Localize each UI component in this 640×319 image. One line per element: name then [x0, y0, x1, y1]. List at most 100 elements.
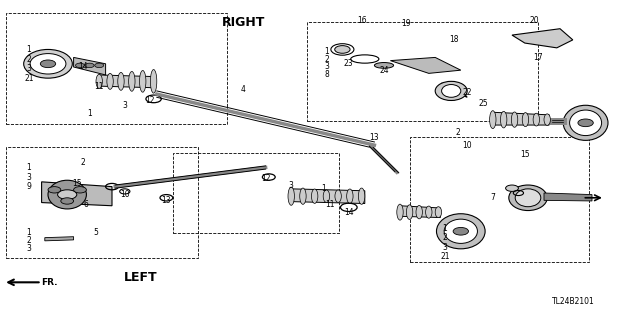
- Text: FR.: FR.: [42, 278, 58, 287]
- Bar: [410, 137, 589, 262]
- Ellipse shape: [515, 189, 541, 207]
- Text: 9: 9: [26, 182, 31, 191]
- Text: 3: 3: [26, 173, 31, 182]
- Circle shape: [61, 198, 74, 204]
- Text: 11: 11: [95, 82, 104, 91]
- Polygon shape: [493, 112, 549, 125]
- Polygon shape: [400, 206, 440, 218]
- Ellipse shape: [107, 73, 113, 89]
- Text: 17: 17: [532, 53, 543, 62]
- Ellipse shape: [129, 71, 135, 91]
- Text: 6: 6: [84, 200, 89, 209]
- Text: 1: 1: [442, 224, 447, 233]
- Polygon shape: [442, 83, 467, 97]
- Text: 2: 2: [455, 128, 460, 137]
- Text: 2: 2: [26, 236, 31, 245]
- Ellipse shape: [509, 185, 547, 211]
- Ellipse shape: [544, 114, 550, 125]
- Ellipse shape: [533, 113, 540, 126]
- Ellipse shape: [323, 190, 330, 203]
- Circle shape: [335, 46, 350, 53]
- Text: 2: 2: [442, 233, 447, 242]
- Text: 10: 10: [120, 190, 130, 199]
- Text: 22: 22: [463, 88, 472, 97]
- Text: 1: 1: [26, 45, 31, 54]
- Polygon shape: [512, 29, 573, 48]
- Text: 3: 3: [289, 181, 294, 189]
- Ellipse shape: [118, 72, 124, 90]
- Text: 14: 14: [344, 208, 354, 217]
- Bar: [307, 22, 538, 121]
- Text: 13: 13: [161, 197, 172, 205]
- Text: 3: 3: [122, 101, 127, 110]
- Ellipse shape: [435, 81, 467, 100]
- Bar: [6, 147, 198, 258]
- Ellipse shape: [30, 54, 66, 74]
- Ellipse shape: [500, 111, 507, 128]
- Ellipse shape: [140, 70, 146, 92]
- Text: 12: 12: [146, 96, 155, 105]
- Circle shape: [578, 119, 593, 127]
- Text: 21: 21: [440, 252, 449, 261]
- Text: 3: 3: [442, 243, 447, 252]
- Text: 14: 14: [78, 63, 88, 71]
- Ellipse shape: [490, 111, 496, 129]
- Circle shape: [74, 187, 86, 193]
- Polygon shape: [74, 57, 106, 75]
- Ellipse shape: [358, 188, 365, 204]
- Circle shape: [58, 190, 77, 199]
- Ellipse shape: [335, 190, 341, 203]
- Polygon shape: [291, 189, 365, 204]
- Text: 3: 3: [324, 63, 329, 71]
- Circle shape: [506, 185, 518, 191]
- Polygon shape: [45, 237, 74, 241]
- Text: 1: 1: [324, 47, 329, 56]
- Text: 3: 3: [26, 64, 31, 73]
- Text: 10: 10: [462, 141, 472, 150]
- Text: 7: 7: [490, 193, 495, 202]
- Text: 2: 2: [81, 158, 86, 167]
- Ellipse shape: [288, 187, 294, 205]
- Text: LEFT: LEFT: [124, 271, 157, 284]
- Circle shape: [453, 227, 468, 235]
- Text: 23: 23: [344, 59, 354, 68]
- Text: 1: 1: [26, 228, 31, 237]
- Bar: [173, 153, 339, 233]
- Polygon shape: [42, 182, 112, 206]
- Text: 19: 19: [401, 19, 412, 28]
- Text: 1: 1: [321, 184, 326, 193]
- Text: 21: 21: [24, 74, 33, 83]
- Ellipse shape: [444, 219, 477, 243]
- Ellipse shape: [24, 49, 72, 78]
- Text: 13: 13: [369, 133, 380, 142]
- Text: 11: 11: [325, 200, 334, 209]
- Ellipse shape: [570, 110, 602, 136]
- Ellipse shape: [374, 63, 394, 68]
- Text: 1: 1: [87, 109, 92, 118]
- Text: 2: 2: [26, 55, 31, 63]
- Ellipse shape: [397, 204, 403, 220]
- Ellipse shape: [406, 205, 413, 219]
- Bar: [6, 13, 227, 124]
- Text: 3: 3: [26, 244, 31, 253]
- Text: 12: 12: [261, 174, 270, 183]
- Text: 2: 2: [324, 55, 329, 63]
- Ellipse shape: [300, 188, 306, 204]
- Circle shape: [95, 63, 104, 68]
- Ellipse shape: [511, 112, 518, 127]
- Polygon shape: [99, 75, 154, 88]
- Text: 8: 8: [324, 70, 329, 79]
- Polygon shape: [390, 57, 461, 73]
- Circle shape: [48, 187, 61, 193]
- Ellipse shape: [96, 74, 102, 88]
- Ellipse shape: [426, 206, 432, 218]
- Text: 18: 18: [450, 35, 459, 44]
- Text: 25: 25: [478, 99, 488, 108]
- Ellipse shape: [150, 70, 157, 93]
- Text: RIGHT: RIGHT: [221, 16, 265, 29]
- Text: 20: 20: [529, 16, 540, 25]
- Ellipse shape: [435, 207, 442, 218]
- Ellipse shape: [522, 113, 529, 127]
- Ellipse shape: [347, 189, 353, 204]
- Text: 15: 15: [72, 179, 82, 188]
